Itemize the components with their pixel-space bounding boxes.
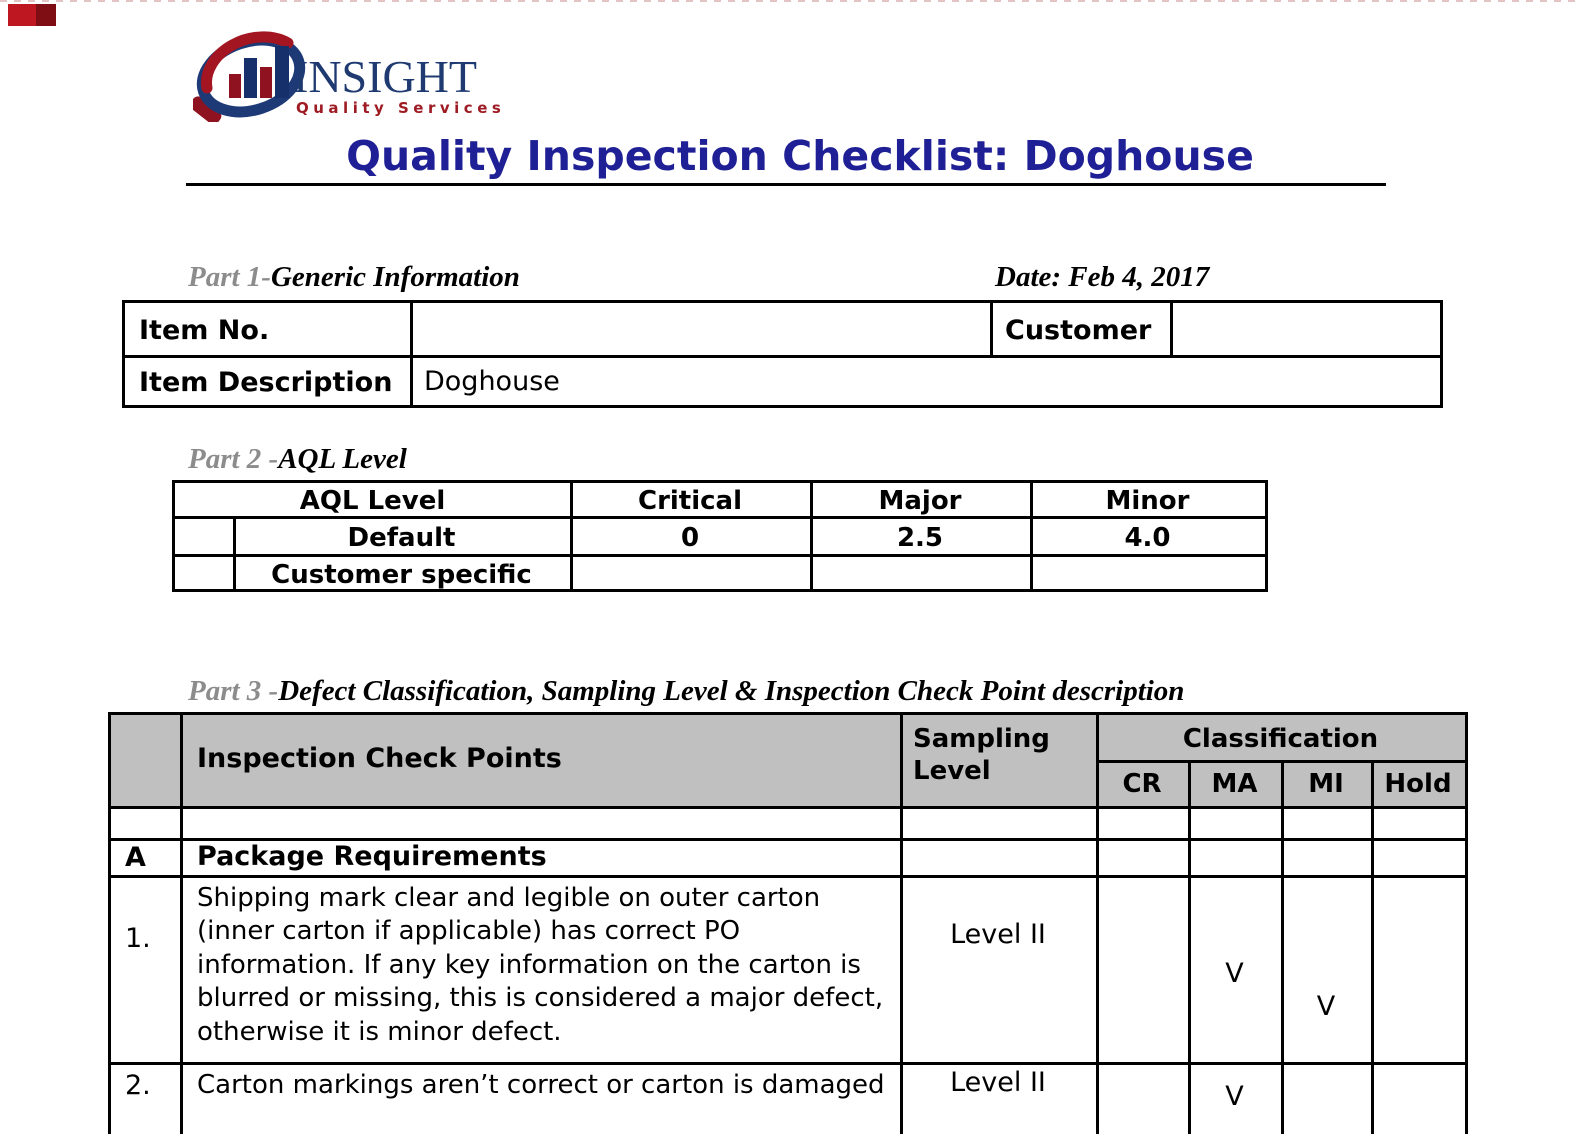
grid-line [175,554,1265,557]
inspection-table: Inspection Check Points Sampling Level C… [108,712,1468,1134]
red-corner-mark [8,4,56,26]
aql-row-name: Default [347,523,456,553]
section-id: A [125,842,146,873]
ma-checkmark: V [1225,958,1244,989]
item-desc-value: Doghouse [424,366,560,397]
part2-heading: Part 2 -AQL Level [188,443,407,476]
grid-line [1096,715,1099,1134]
grid-line [111,875,1465,878]
grid-line [233,516,236,589]
major-header: Major [878,486,962,516]
ma-header: MA [1211,769,1258,799]
critical-header: Critical [637,486,743,516]
grid-line [1371,760,1374,1134]
part3-heading-text: Defect Classification, Sampling Level & … [278,675,1185,707]
swoosh-ring-red [201,31,294,94]
part3-label: Part 3 - [188,675,279,707]
sampling-level-value: Level II [950,1067,1046,1098]
checkpoints-header: Inspection Check Points [197,743,562,774]
title-underline [186,183,1386,186]
checkpoint-text: Carton markings aren’t correct or carton… [197,1070,885,1100]
part1-heading-text: Generic Information [270,261,520,293]
grid-line [111,806,1465,809]
grid-line [111,1062,1465,1065]
magnifier-handle [190,96,222,125]
item-desc-label: Item Description [139,367,393,398]
part2-label: Part 2 - [188,443,279,475]
grid-line [810,483,813,589]
part2-heading-text: AQL Level [278,443,407,475]
grid-line [990,303,993,358]
aql-row-critical: 0 [680,523,700,553]
section-title: Package Requirements [197,841,547,872]
generic-info-table: Item No. Customer Item Description Dogho… [122,300,1443,408]
item-no-label: Item No. [139,315,270,346]
logo-wordmark: INSIGHT [293,51,477,102]
aql-level-table: AQL Level Critical Major Minor Default 0… [172,480,1268,592]
grid-line [1188,760,1191,1134]
mi-header: MI [1308,769,1344,799]
mi-checkmark: V [1316,991,1336,1022]
part1-heading: Part 1-Generic Information [188,261,520,294]
grid-line [1030,483,1033,589]
ma-checkmark: V [1225,1081,1244,1112]
bar-chart-icon [229,46,289,98]
aql-row-name: Customer specific [271,560,532,590]
sampling-level-value: Level II [950,919,1046,950]
grid-line [125,355,1440,358]
grid-line [1096,760,1465,763]
classification-header: Classification [1182,724,1379,754]
row-number: 1. [125,923,151,954]
customer-label: Customer [1005,315,1152,346]
cr-header: CR [1122,769,1162,799]
aql-row-minor: 4.0 [1124,523,1171,553]
grid-line [180,715,183,1134]
row-number: 2. [125,1070,151,1101]
grid-line [1281,760,1284,1134]
insight-logo: INSIGHT Quality Services [190,30,523,125]
page-top-edge-artifact [0,0,1576,2]
aql-header: AQL Level [299,486,446,516]
checkpoint-text: Shipping mark clear and legible on outer… [197,883,884,1047]
minor-header: Minor [1105,486,1190,516]
logo-tagline: Quality Services [296,99,505,117]
insight-logo-icon: INSIGHT Quality Services [190,31,505,125]
grid-line [175,516,1265,519]
grid-line [570,483,573,589]
part1-label: Part 1- [188,261,271,293]
grid-line [111,838,1465,841]
aql-row-major: 2.5 [896,523,944,553]
grid-line [410,303,413,405]
part1-date: Date: Feb 4, 2017 [995,261,1210,293]
hold-header: Hold [1384,769,1452,799]
page-title: Quality Inspection Checklist: Doghouse [346,132,1254,180]
part3-heading: Part 3 -Defect Classification, Sampling … [188,675,1184,708]
sampling-level-header: Sampling Level [913,724,1050,786]
grid-line [900,715,903,1134]
grid-line [1170,303,1173,358]
